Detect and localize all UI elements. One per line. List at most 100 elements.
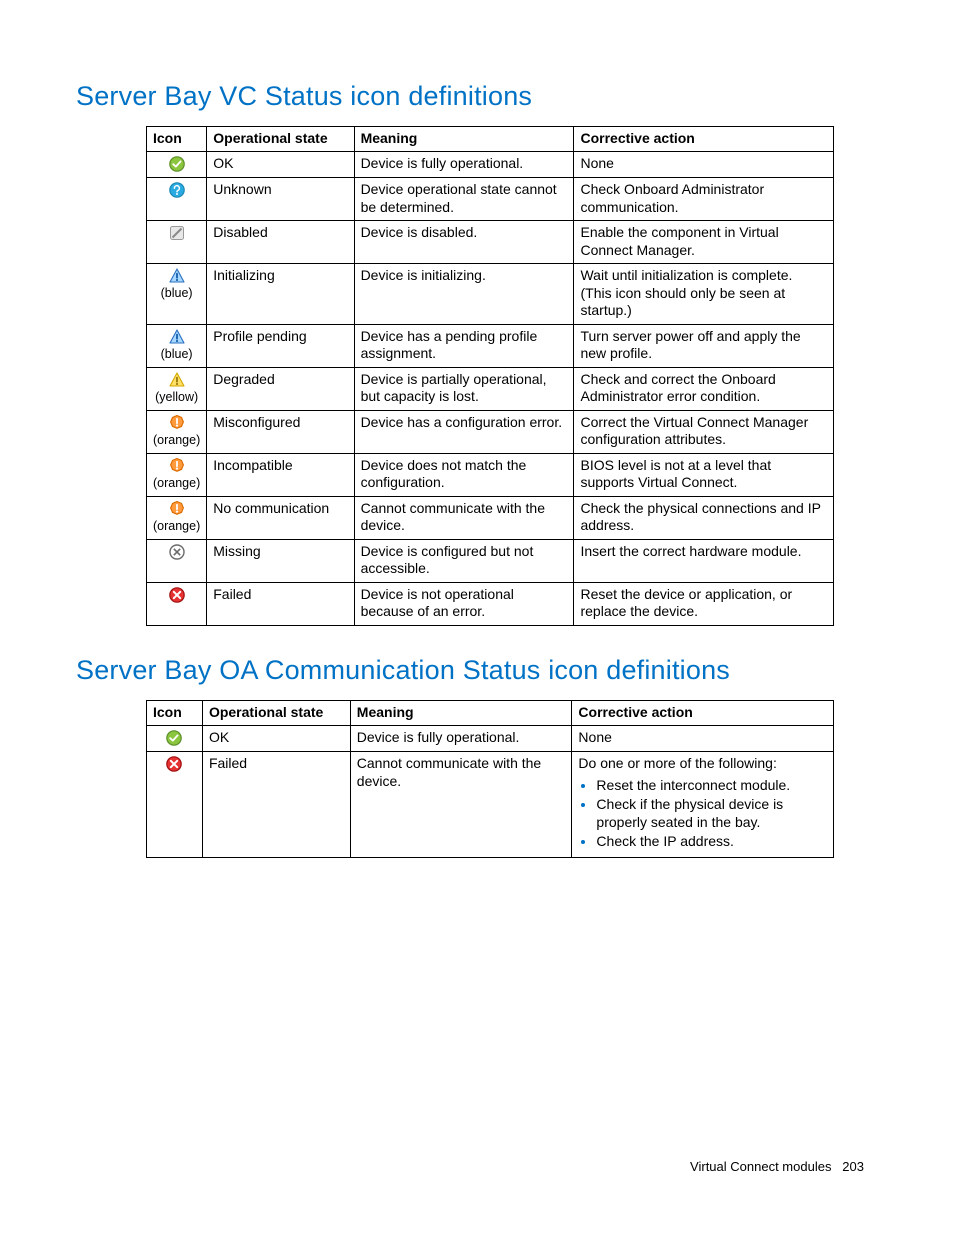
cell-state: Missing — [207, 539, 354, 582]
cell-state: No communication — [207, 496, 354, 539]
table-row: (blue) Profile pendingDevice has a pendi… — [147, 324, 834, 367]
footer-text: Virtual Connect modules — [690, 1159, 831, 1174]
col-state: Operational state — [202, 700, 350, 726]
warn-blue-icon — [168, 267, 186, 285]
cell-icon — [147, 152, 207, 178]
col-state: Operational state — [207, 126, 354, 152]
action-list-item: Reset the interconnect module. — [596, 777, 827, 795]
cell-meaning: Device does not match the configuration. — [354, 453, 574, 496]
cell-icon — [147, 752, 203, 858]
cell-icon — [147, 221, 207, 264]
cell-state: OK — [207, 152, 354, 178]
cell-action: Wait until initialization is complete. (… — [574, 264, 834, 325]
cell-icon — [147, 582, 207, 625]
cell-state: Initializing — [207, 264, 354, 325]
cell-state: Misconfigured — [207, 410, 354, 453]
cell-meaning: Device is disabled. — [354, 221, 574, 264]
failed-icon — [165, 755, 183, 773]
cell-meaning: Device is not operational because of an … — [354, 582, 574, 625]
cell-state: Disabled — [207, 221, 354, 264]
table-row: MissingDevice is configured but not acce… — [147, 539, 834, 582]
cell-action: Correct the Virtual Connect Manager conf… — [574, 410, 834, 453]
cell-action: None — [572, 726, 834, 752]
action-list-item: Check the IP address. — [596, 833, 827, 851]
icon-color-note: (blue) — [161, 347, 193, 363]
cell-state: Unknown — [207, 178, 354, 221]
cell-state: Profile pending — [207, 324, 354, 367]
warn-blue-icon — [168, 328, 186, 346]
col-meaning: Meaning — [354, 126, 574, 152]
col-action: Corrective action — [572, 700, 834, 726]
table-row: UnknownDevice operational state cannot b… — [147, 178, 834, 221]
action-list: Reset the interconnect module.Check if t… — [578, 777, 827, 851]
cell-action: Check and correct the Onboard Administra… — [574, 367, 834, 410]
cell-state: Failed — [207, 582, 354, 625]
table-header-row: Icon Operational state Meaning Correctiv… — [147, 126, 834, 152]
table-row: (yellow) DegradedDevice is partially ope… — [147, 367, 834, 410]
table-row: OKDevice is fully operational.None — [147, 726, 834, 752]
cell-meaning: Device is fully operational. — [354, 152, 574, 178]
cell-meaning: Device is fully operational. — [350, 726, 572, 752]
cell-icon: (yellow) — [147, 367, 207, 410]
cell-icon — [147, 178, 207, 221]
section1-title: Server Bay VC Status icon definitions — [76, 80, 878, 114]
icon-color-note: (blue) — [161, 286, 193, 302]
cell-action: BIOS level is not at a level that suppor… — [574, 453, 834, 496]
cell-action: Check the physical connections and IP ad… — [574, 496, 834, 539]
cell-action: Insert the correct hardware module. — [574, 539, 834, 582]
icon-color-note: (orange) — [153, 476, 200, 492]
cell-meaning: Device operational state cannot be deter… — [354, 178, 574, 221]
cell-icon — [147, 539, 207, 582]
table-row: (orange) No communicationCannot communic… — [147, 496, 834, 539]
cell-action: None — [574, 152, 834, 178]
icon-color-note: (orange) — [153, 433, 200, 449]
cell-action: Turn server power off and apply the new … — [574, 324, 834, 367]
cell-icon: (blue) — [147, 324, 207, 367]
cell-action: Reset the device or application, or repl… — [574, 582, 834, 625]
cell-meaning: Device is initializing. — [354, 264, 574, 325]
cell-icon: (orange) — [147, 453, 207, 496]
action-list-item: Check if the physical device is properly… — [596, 796, 827, 831]
cell-meaning: Device has a configuration error. — [354, 410, 574, 453]
document-page: Server Bay VC Status icon definitions Ic… — [0, 0, 954, 1235]
table-row: (blue) InitializingDevice is initializin… — [147, 264, 834, 325]
page-footer: Virtual Connect modules 203 — [690, 1159, 864, 1175]
error-orange-icon — [168, 500, 186, 518]
table-row: OKDevice is fully operational.None — [147, 152, 834, 178]
table-header-row: Icon Operational state Meaning Correctiv… — [147, 700, 834, 726]
section2-title: Server Bay OA Communication Status icon … — [76, 654, 878, 688]
cell-state: Failed — [202, 752, 350, 858]
cell-meaning: Cannot communicate with the device. — [354, 496, 574, 539]
table-row: DisabledDevice is disabled.Enable the co… — [147, 221, 834, 264]
vc-status-table: Icon Operational state Meaning Correctiv… — [146, 126, 834, 626]
cell-meaning: Cannot communicate with the device. — [350, 752, 572, 858]
cell-state: OK — [202, 726, 350, 752]
icon-color-note: (orange) — [153, 519, 200, 535]
table-row: FailedDevice is not operational because … — [147, 582, 834, 625]
warn-yellow-icon — [168, 371, 186, 389]
cell-action: Enable the component in Virtual Connect … — [574, 221, 834, 264]
ok-icon — [165, 729, 183, 747]
col-icon: Icon — [147, 700, 203, 726]
icon-color-note: (yellow) — [155, 390, 198, 406]
cell-icon: (blue) — [147, 264, 207, 325]
cell-meaning: Device is partially operational, but cap… — [354, 367, 574, 410]
table-row: (orange) IncompatibleDevice does not mat… — [147, 453, 834, 496]
cell-action: Do one or more of the following:Reset th… — [572, 752, 834, 858]
error-orange-icon — [168, 414, 186, 432]
cell-meaning: Device has a pending profile assignment. — [354, 324, 574, 367]
ok-icon — [168, 155, 186, 173]
cell-action: Check Onboard Administrator communicatio… — [574, 178, 834, 221]
col-icon: Icon — [147, 126, 207, 152]
unknown-icon — [168, 181, 186, 199]
col-meaning: Meaning — [350, 700, 572, 726]
disabled-icon — [168, 224, 186, 242]
oa-status-table: Icon Operational state Meaning Correctiv… — [146, 700, 834, 858]
missing-icon — [168, 543, 186, 561]
cell-meaning: Device is configured but not accessible. — [354, 539, 574, 582]
col-action: Corrective action — [574, 126, 834, 152]
footer-page: 203 — [842, 1159, 864, 1174]
error-orange-icon — [168, 457, 186, 475]
cell-state: Degraded — [207, 367, 354, 410]
cell-state: Incompatible — [207, 453, 354, 496]
